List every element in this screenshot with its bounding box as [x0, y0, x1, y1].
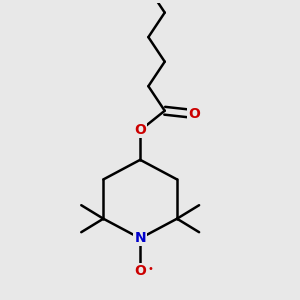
Text: •: •	[147, 264, 153, 274]
Text: O: O	[188, 107, 200, 121]
Text: O: O	[134, 123, 146, 137]
Text: N: N	[134, 231, 146, 245]
Text: O: O	[134, 264, 146, 278]
